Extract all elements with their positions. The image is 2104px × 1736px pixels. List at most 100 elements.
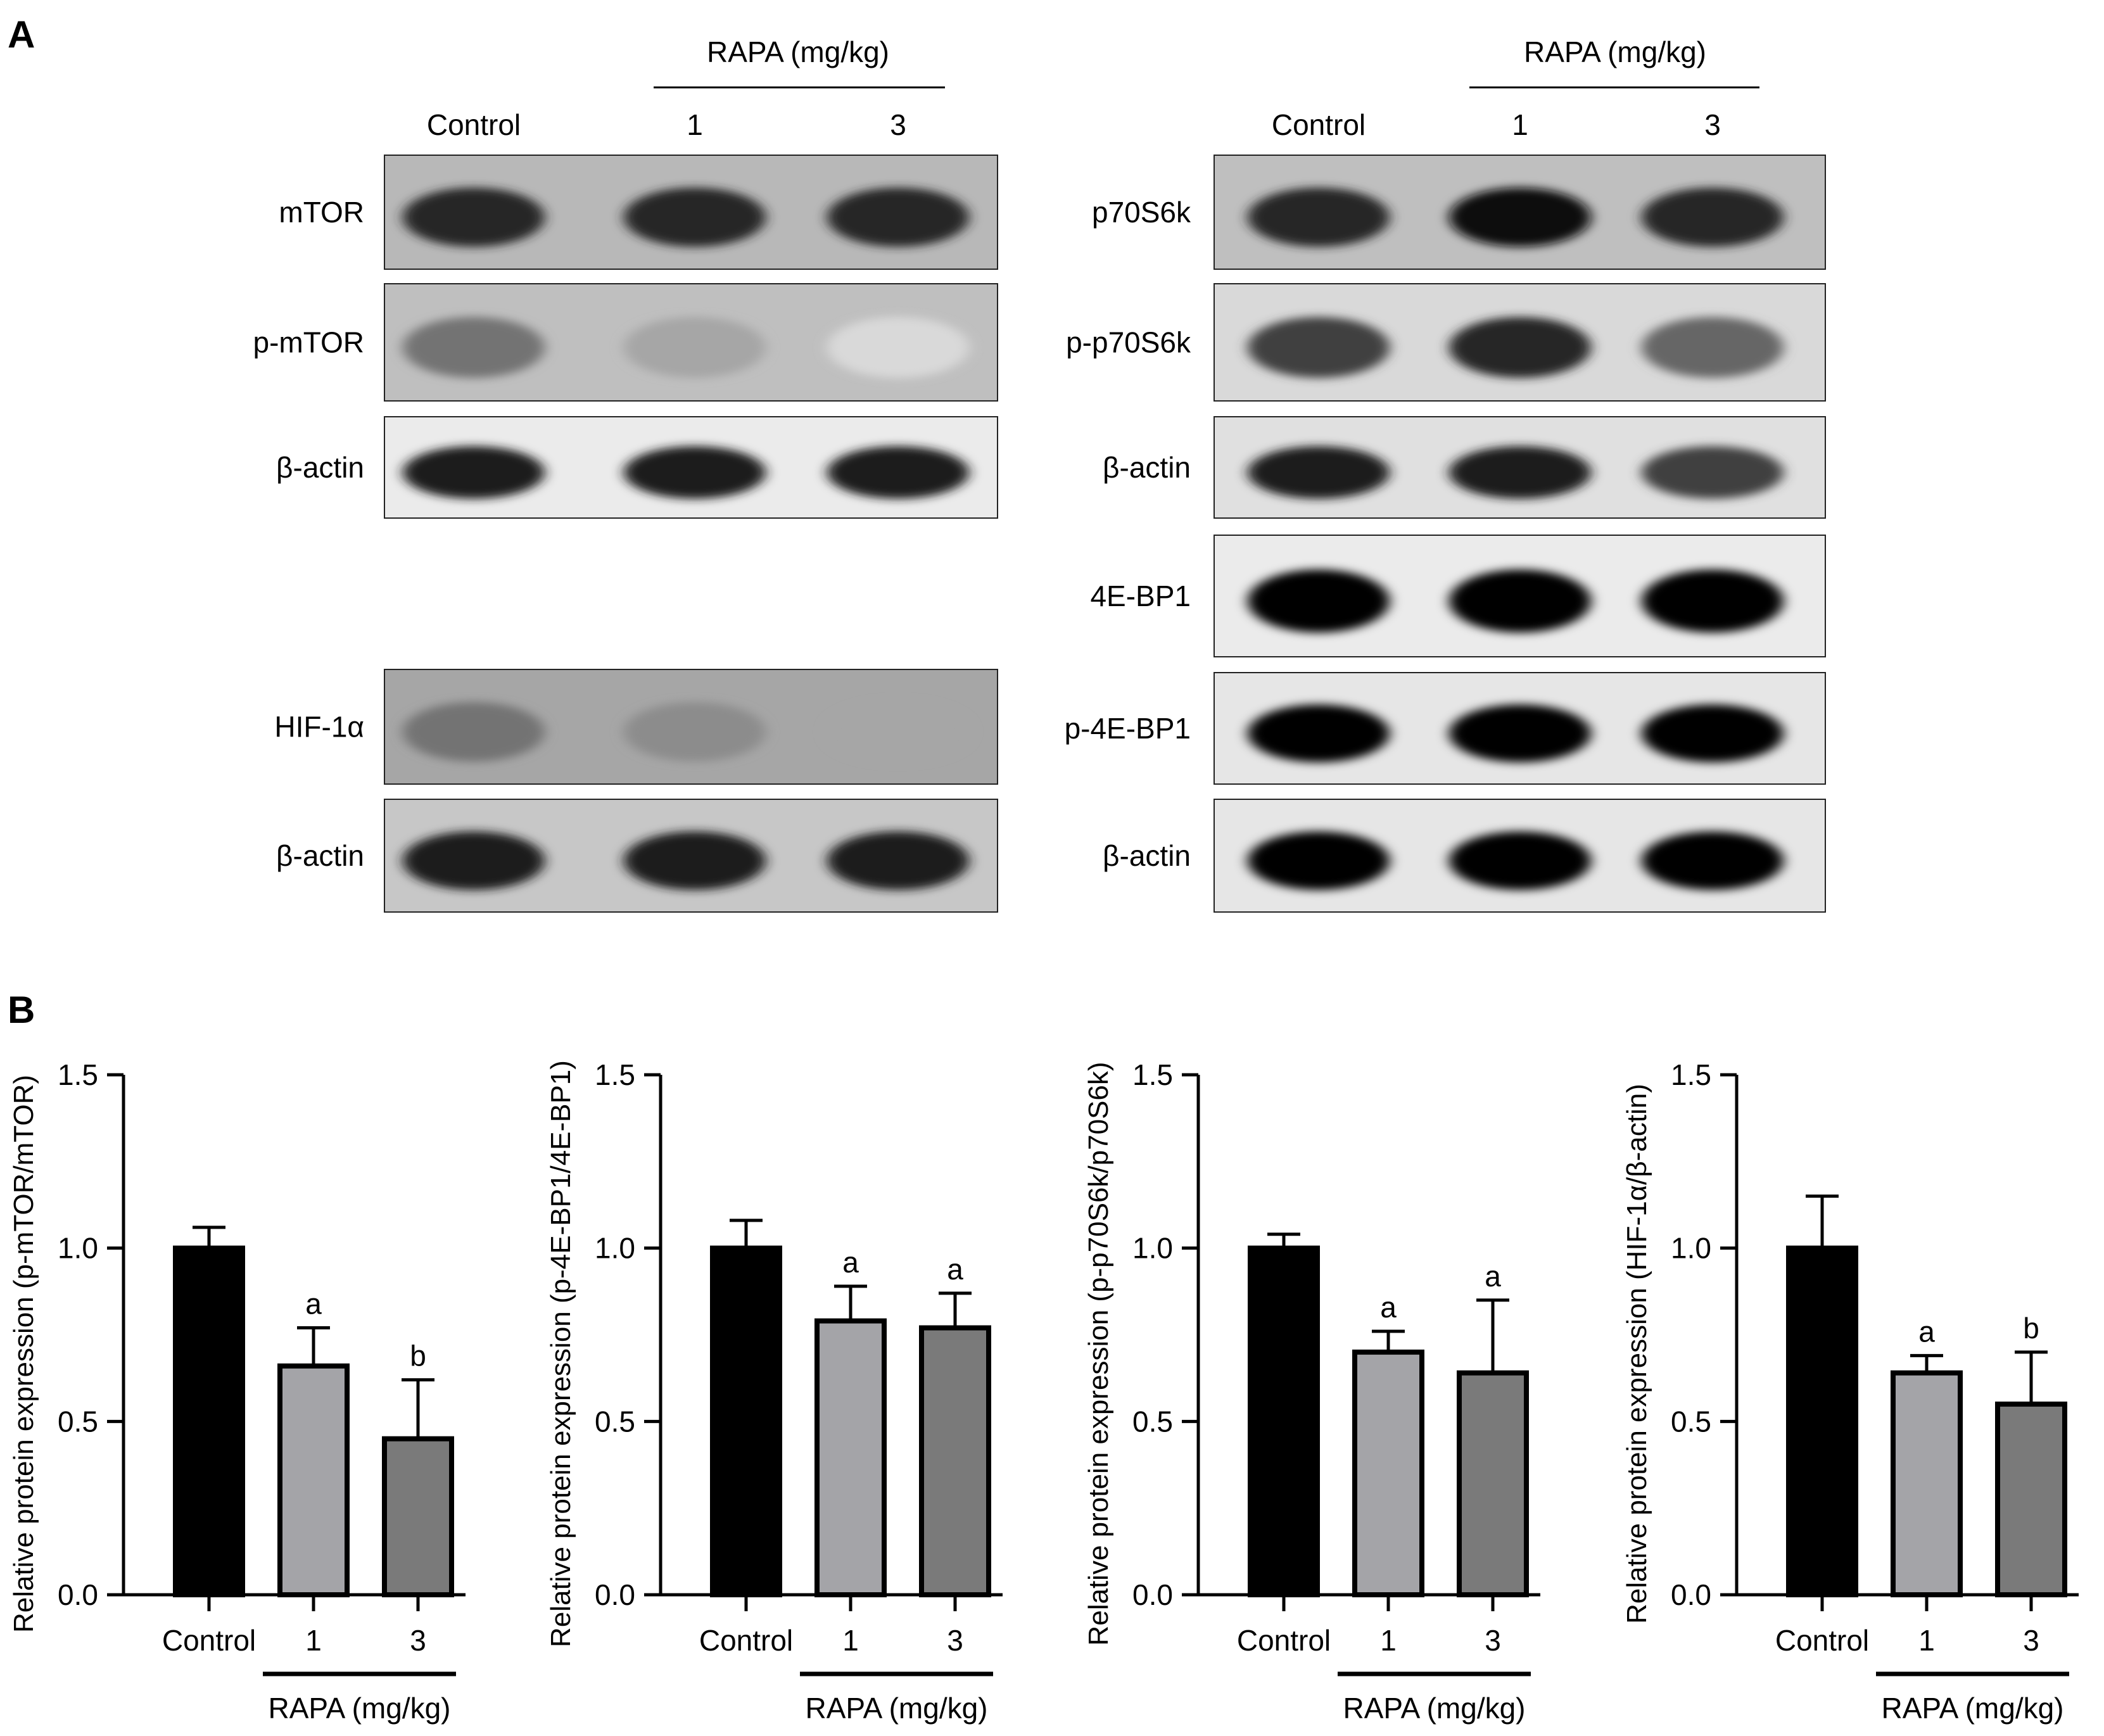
x-tick-label: 1 bbox=[1380, 1624, 1397, 1657]
significance-label: a bbox=[842, 1246, 859, 1279]
panel-a: A RAPA (mg/kg) Control 1 3 mTOR p-mTOR β-actin… bbox=[8, 13, 1826, 913]
x-tick-label: Control bbox=[1775, 1624, 1869, 1657]
blot-band bbox=[1449, 187, 1591, 247]
blot-band bbox=[1248, 831, 1390, 890]
blot-band bbox=[827, 831, 969, 890]
x-tick-label: 3 bbox=[947, 1624, 963, 1657]
significance-label: a bbox=[1485, 1260, 1501, 1293]
bar bbox=[1786, 1245, 1858, 1597]
y-tick-label: 1.5 bbox=[595, 1058, 635, 1091]
panel-a-letter: A bbox=[8, 13, 35, 56]
significance-label: a bbox=[305, 1288, 322, 1321]
blot-band bbox=[1642, 446, 1784, 499]
y-axis-label: Relative protein expression (p-4E-BP1/4E… bbox=[545, 1060, 576, 1647]
blot-band bbox=[1642, 831, 1784, 890]
blot-row: p-4E-BP1 bbox=[1065, 672, 1826, 785]
blot-row-label: β-actin bbox=[1103, 839, 1191, 872]
x-tick-label: Control bbox=[162, 1624, 256, 1657]
x-tick-label: 1 bbox=[305, 1624, 322, 1657]
bar bbox=[382, 1436, 454, 1597]
bar-chart: 0.0 0.5 1.0 1.5 Relative protein expression … bbox=[545, 1058, 1003, 1725]
y-tick-label: 0.5 bbox=[1671, 1405, 1711, 1438]
significance-label: a bbox=[1380, 1291, 1397, 1324]
x-tick-label: 3 bbox=[2023, 1624, 2039, 1657]
blot-header-rapa: RAPA (mg/kg) bbox=[707, 35, 889, 68]
y-tick-label: 1.0 bbox=[1671, 1232, 1711, 1265]
bar-charts: 0.0 0.5 1.0 1.5 Relative protein expression … bbox=[8, 1058, 2079, 1725]
blot-band bbox=[1642, 187, 1784, 247]
bar bbox=[1891, 1370, 1963, 1598]
blot-band bbox=[403, 187, 545, 247]
significance-label: b bbox=[2023, 1312, 2039, 1345]
y-tick-label: 0.5 bbox=[58, 1405, 98, 1438]
bar bbox=[1995, 1401, 2067, 1597]
y-axis-label: Relative protein expression (p-mTOR/mTOR… bbox=[8, 1075, 39, 1633]
blot-row-label: β-actin bbox=[1103, 451, 1191, 484]
bar-chart: 0.0 0.5 1.0 1.5 Relative protein expression … bbox=[8, 1058, 466, 1725]
blot-lane-label: Control bbox=[427, 108, 521, 141]
blot-band bbox=[827, 446, 969, 499]
y-tick-label: 0.0 bbox=[595, 1578, 635, 1611]
blot-lane-label: Control bbox=[1272, 108, 1366, 141]
blot-band bbox=[827, 317, 969, 378]
blot-row-label: mTOR bbox=[279, 196, 364, 229]
bar-chart: 0.0 0.5 1.0 1.5 Relative protein expression … bbox=[1083, 1058, 1540, 1725]
x-tick-label: Control bbox=[1237, 1624, 1331, 1657]
blot-row-label: p-mTOR bbox=[253, 326, 365, 359]
blot-row: β-actin bbox=[1103, 799, 1826, 913]
blot-band bbox=[1642, 704, 1784, 763]
bar bbox=[1457, 1370, 1529, 1598]
x-tick-label: 3 bbox=[1485, 1624, 1501, 1657]
x-tick-label: 1 bbox=[842, 1624, 859, 1657]
blot-band bbox=[403, 446, 545, 499]
blot-row: p-p70S6k bbox=[1066, 283, 1826, 402]
blot-row: p-mTOR bbox=[253, 283, 998, 402]
blot-band bbox=[1449, 317, 1591, 378]
y-axis-label: Relative protein expression (HIF-1α/β-ac… bbox=[1621, 1084, 1652, 1624]
y-tick-label: 0.0 bbox=[1671, 1578, 1711, 1611]
blot-row: 4E-BP1 bbox=[1090, 535, 1826, 657]
blot-band bbox=[1248, 569, 1390, 633]
x-tick-label: 1 bbox=[1918, 1624, 1935, 1657]
bar bbox=[814, 1318, 887, 1598]
blot-band bbox=[624, 317, 766, 378]
panel-b: B 0.0 0.5 1.0 1.5 Relative protein expressio… bbox=[8, 989, 2079, 1725]
x-axis-label: RAPA (mg/kg) bbox=[1882, 1692, 2064, 1725]
x-tick-label: Control bbox=[699, 1624, 793, 1657]
blot-row-label: β-actin bbox=[276, 839, 364, 872]
y-axis-label: Relative protein expression (p-p70S6k/p7… bbox=[1083, 1061, 1114, 1645]
blot-band bbox=[1449, 569, 1591, 633]
y-tick-label: 0.0 bbox=[1132, 1578, 1173, 1611]
blot-band bbox=[1449, 831, 1591, 890]
blot-band bbox=[403, 317, 545, 378]
blot-lane-label: 3 bbox=[890, 108, 906, 141]
blot-band bbox=[1248, 446, 1390, 499]
blot-group-right: RAPA (mg/kg) Control 1 3 p70S6k p-p70S6k β-act… bbox=[1065, 35, 1826, 913]
blot-band bbox=[403, 702, 545, 762]
y-tick-label: 1.5 bbox=[1671, 1058, 1711, 1091]
blot-row: β-actin bbox=[276, 416, 998, 519]
x-axis-label: RAPA (mg/kg) bbox=[1343, 1692, 1526, 1725]
y-tick-label: 1.0 bbox=[595, 1232, 635, 1265]
blot-band bbox=[1449, 704, 1591, 763]
blot-band bbox=[624, 187, 766, 247]
x-axis-label: RAPA (mg/kg) bbox=[269, 1692, 451, 1725]
blot-row: HIF-1α bbox=[274, 669, 998, 785]
blot-row: mTOR bbox=[279, 155, 998, 270]
blot-band bbox=[1642, 569, 1784, 633]
x-axis-label: RAPA (mg/kg) bbox=[806, 1692, 988, 1725]
bar bbox=[277, 1363, 350, 1597]
blot-band bbox=[827, 702, 969, 762]
blot-header-rapa: RAPA (mg/kg) bbox=[1524, 35, 1706, 68]
blot-lane-label: 3 bbox=[1704, 108, 1721, 141]
significance-label: a bbox=[947, 1253, 963, 1286]
blot-row-label: p-p70S6k bbox=[1066, 326, 1191, 359]
blot-lane-label: 1 bbox=[1512, 108, 1528, 141]
blot-band bbox=[403, 831, 545, 890]
blot-lane-label: 1 bbox=[687, 108, 703, 141]
blot-band bbox=[827, 187, 969, 247]
blot-band bbox=[1248, 704, 1390, 763]
blot-row-label: 4E-BP1 bbox=[1090, 580, 1191, 612]
bar-chart: 0.0 0.5 1.0 1.5 Relative protein expression … bbox=[1621, 1058, 2079, 1725]
